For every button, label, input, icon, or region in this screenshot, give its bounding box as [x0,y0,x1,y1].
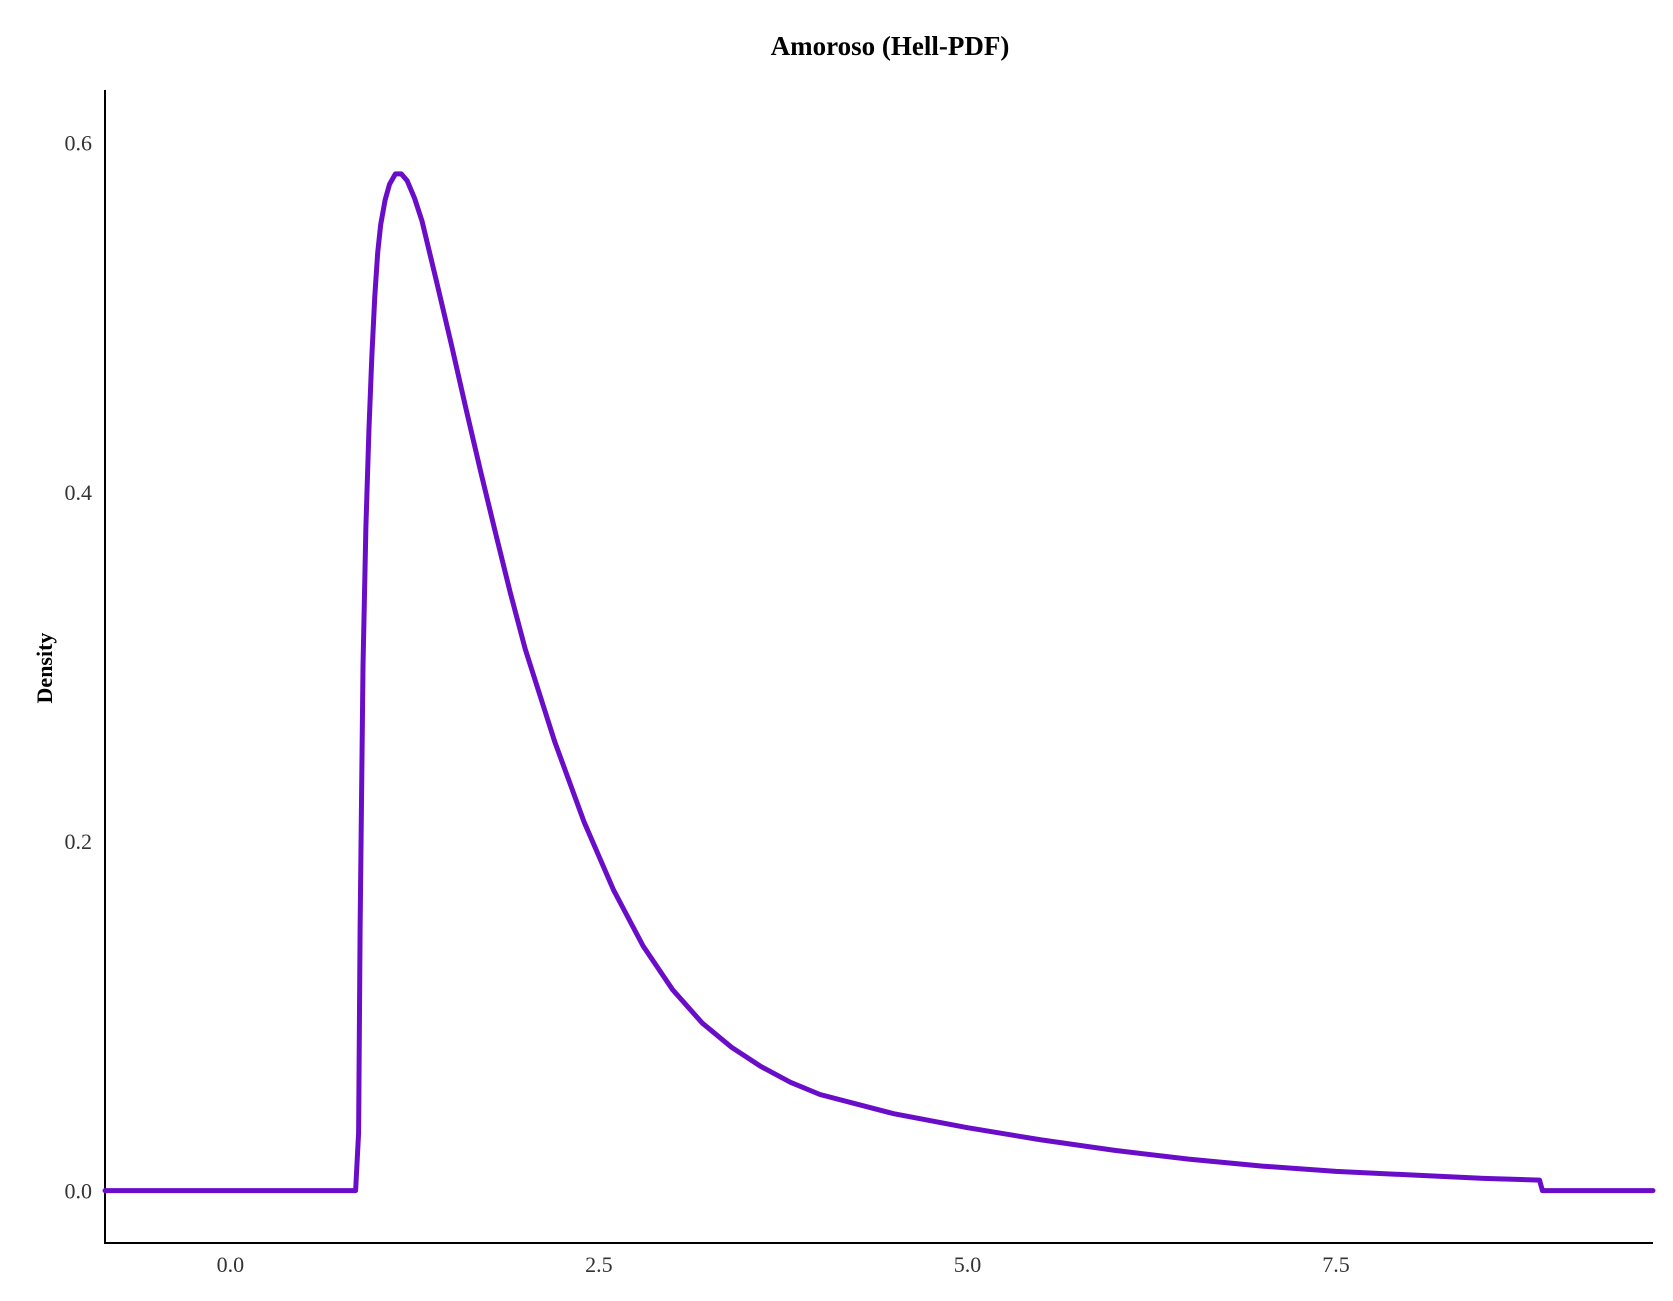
y-tick-label: 0.2 [65,829,93,854]
x-tick-label: 0.0 [217,1252,245,1277]
density-curve-line [102,171,1656,1194]
x-tick-label: 2.5 [585,1252,613,1277]
x-tick-labels: 0.0 2.5 5.0 7.5 [217,1252,1350,1277]
x-tick-label: 7.5 [1322,1252,1350,1277]
y-tick-labels: 0.0 0.2 0.4 0.6 [65,130,93,1203]
y-tick-label: 0.0 [65,1179,93,1204]
y-axis-label: Density [32,633,57,704]
y-tick-label: 0.6 [65,130,93,155]
series-layer [102,171,1656,1194]
y-tick-label: 0.4 [65,480,93,505]
chart-title: Amoroso (Hell-PDF) [771,31,1010,61]
x-tick-label: 5.0 [954,1252,982,1277]
